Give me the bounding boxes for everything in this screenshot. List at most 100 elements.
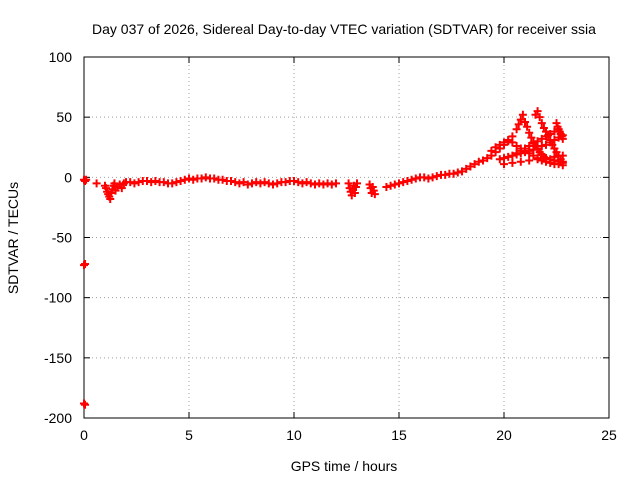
data-point <box>424 174 433 183</box>
data-point <box>516 157 525 166</box>
data-point <box>302 178 311 187</box>
data-point <box>533 137 542 146</box>
data-point <box>239 178 248 187</box>
data-point <box>168 179 177 188</box>
data-point <box>533 155 542 164</box>
data-marks <box>80 107 567 409</box>
data-point <box>350 188 359 197</box>
data-point <box>126 178 135 187</box>
data-point <box>327 180 336 189</box>
data-point <box>462 164 471 173</box>
data-point <box>353 179 361 188</box>
data-point <box>189 175 198 184</box>
data-point <box>508 138 517 147</box>
data-point <box>143 176 151 185</box>
chart-title: Day 037 of 2026, Sidereal Day-to-day VTE… <box>92 21 596 37</box>
data-point <box>527 133 536 142</box>
data-point <box>92 179 101 188</box>
data-point <box>82 175 91 184</box>
grid-lines <box>84 57 609 418</box>
x-tick-label: 10 <box>286 427 302 443</box>
data-point <box>176 176 185 185</box>
data-point <box>81 259 90 268</box>
data-point <box>525 156 534 165</box>
data-point <box>550 127 559 136</box>
data-point <box>252 178 261 187</box>
data-point <box>546 130 555 139</box>
data-point <box>537 156 546 165</box>
data-point <box>298 179 307 188</box>
data-point <box>273 179 282 188</box>
data-point <box>458 167 466 176</box>
data-point <box>399 178 408 187</box>
data-point <box>495 155 504 164</box>
data-point <box>508 158 517 167</box>
data-point <box>474 157 483 166</box>
data-point <box>210 174 219 183</box>
data-point <box>453 168 462 177</box>
x-axis-label: GPS time / hours <box>291 458 398 474</box>
data-point <box>432 172 441 181</box>
data-point <box>159 178 168 187</box>
data-point <box>256 179 265 188</box>
x-tick-label: 20 <box>496 427 512 443</box>
data-point <box>382 182 391 191</box>
data-point <box>106 194 115 203</box>
data-point <box>470 160 479 169</box>
data-point <box>264 179 273 188</box>
data-point <box>243 180 252 189</box>
data-point <box>537 134 546 143</box>
y-tick-label: -150 <box>44 350 72 366</box>
y-tick-label: -100 <box>44 290 72 306</box>
data-point <box>81 400 90 409</box>
data-point <box>508 151 517 160</box>
data-point <box>535 113 544 122</box>
data-point <box>483 154 492 163</box>
data-point <box>260 178 269 187</box>
data-point <box>495 140 504 149</box>
data-point <box>546 158 555 167</box>
data-point <box>479 156 487 165</box>
data-point <box>197 174 206 183</box>
data-point <box>466 162 475 171</box>
axis-ticks: 0 5 10 15 20 25 -200 -150 -100 -50 0 50 100 <box>44 49 617 443</box>
data-point <box>403 176 412 185</box>
data-point <box>504 136 513 145</box>
data-point <box>523 122 532 131</box>
data-point <box>201 173 210 182</box>
data-point <box>542 154 550 163</box>
y-tick-label: 0 <box>64 169 72 185</box>
data-point <box>514 120 523 129</box>
plot-frame <box>83 56 610 419</box>
data-point <box>512 149 521 158</box>
y-axis-label: SDTVAR / TECUs <box>5 182 21 294</box>
data-point <box>80 261 88 270</box>
data-point <box>411 174 420 183</box>
data-point <box>180 175 189 184</box>
data-point <box>130 179 139 188</box>
data-point <box>319 180 328 189</box>
data-point <box>80 399 88 408</box>
data-point <box>504 152 513 161</box>
data-point <box>227 176 235 185</box>
data-point <box>500 138 508 147</box>
data-point <box>235 179 244 188</box>
data-point <box>269 180 277 189</box>
data-point <box>550 152 559 161</box>
data-point <box>185 174 193 183</box>
data-point <box>231 178 240 187</box>
y-tick-label: 50 <box>56 109 72 125</box>
data-point <box>558 151 567 160</box>
x-tick-label: 5 <box>185 427 193 443</box>
data-point <box>542 132 550 141</box>
data-point <box>151 176 160 185</box>
data-point <box>554 125 563 134</box>
data-point <box>370 190 379 199</box>
data-point <box>218 175 227 184</box>
data-point <box>512 125 521 134</box>
data-point <box>516 146 525 155</box>
data-point <box>525 128 534 137</box>
data-point <box>332 179 340 188</box>
data-point <box>500 160 508 169</box>
data-point <box>518 110 527 119</box>
